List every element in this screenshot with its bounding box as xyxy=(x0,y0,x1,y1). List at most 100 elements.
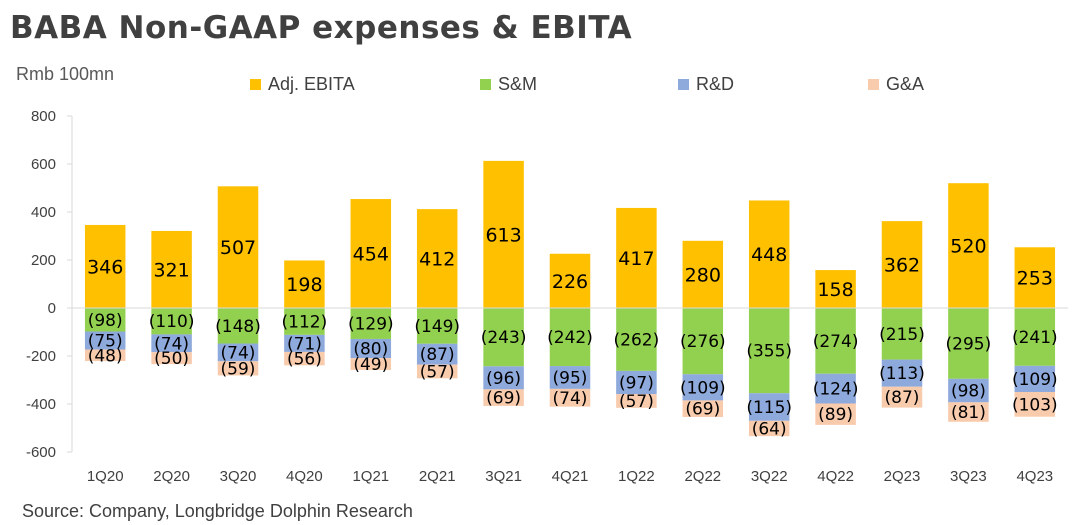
bar-ga-4Q20 xyxy=(284,351,325,366)
data-label-sm: (242) xyxy=(547,328,593,348)
bar-ga-3Q20 xyxy=(217,361,259,376)
bar-rd-1Q21 xyxy=(350,338,392,359)
data-label-sm: (274) xyxy=(813,332,859,352)
bar-rd-3Q22 xyxy=(748,393,790,421)
bar-ebita-3Q22 xyxy=(748,200,790,308)
bar-sm-3Q23 xyxy=(948,308,989,379)
y-tick-label: 400 xyxy=(31,204,56,221)
data-label-ebita: 253 xyxy=(1017,268,1053,290)
legend-swatch-sm xyxy=(480,79,491,90)
bar-sm-2Q21 xyxy=(416,308,458,344)
data-label-sm: (98) xyxy=(88,311,123,331)
legend-label-ga: G&A xyxy=(886,74,925,94)
bar-rd-3Q21 xyxy=(483,366,524,390)
bar-ga-2Q20 xyxy=(151,352,192,365)
bar-ebita-2Q22 xyxy=(682,240,724,308)
y-tick-label: 0 xyxy=(48,300,56,317)
x-tick-label: 1Q22 xyxy=(618,468,655,485)
data-label-ebita: 448 xyxy=(751,244,787,266)
bar-ga-1Q21 xyxy=(350,358,392,370)
bar-ebita-2Q20 xyxy=(151,230,192,308)
data-label-ebita: 198 xyxy=(286,274,322,296)
bar-rd-1Q22 xyxy=(616,370,657,395)
data-label-sm: (110) xyxy=(149,312,195,332)
data-label-ga: (74) xyxy=(553,389,588,409)
bar-rd-2Q21 xyxy=(416,343,458,365)
data-label-ga: (50) xyxy=(154,349,189,369)
bar-sm-1Q20 xyxy=(84,308,126,332)
data-label-ga: (103) xyxy=(1012,395,1058,415)
data-label-sm: (355) xyxy=(746,342,792,362)
data-label-rd: (98) xyxy=(951,382,986,402)
x-tick-label: 2Q23 xyxy=(884,468,921,485)
data-label-ebita: 362 xyxy=(884,255,920,277)
bar-rd-3Q23 xyxy=(948,378,989,403)
bar-rd-3Q20 xyxy=(217,343,259,362)
bar-ga-1Q20 xyxy=(84,349,126,362)
source-note: Source: Company, Longbridge Dolphin Rese… xyxy=(22,501,413,521)
bar-ga-4Q21 xyxy=(549,388,591,407)
bar-ga-1Q22 xyxy=(616,394,657,408)
legend-item-ebita: Adj. EBITA xyxy=(250,74,355,95)
bar-sm-2Q20 xyxy=(151,308,192,335)
bar-sm-2Q23 xyxy=(881,308,923,360)
bar-rd-2Q20 xyxy=(151,334,192,353)
data-label-ga: (56) xyxy=(287,350,322,370)
data-label-rd: (87) xyxy=(420,345,455,365)
x-tick-label: 2Q22 xyxy=(684,468,721,485)
bar-ebita-1Q21 xyxy=(350,199,392,308)
data-label-rd: (80) xyxy=(353,340,388,360)
data-label-ga: (57) xyxy=(619,392,654,412)
data-label-rd: (71) xyxy=(287,334,322,354)
bar-ga-2Q22 xyxy=(682,400,724,417)
bar-sm-4Q22 xyxy=(815,308,856,374)
data-label-ebita: 520 xyxy=(950,236,986,258)
y-tick-label: 600 xyxy=(31,156,56,173)
x-tick-label: 2Q20 xyxy=(153,468,190,485)
data-label-sm: (129) xyxy=(348,314,394,334)
bar-rd-4Q23 xyxy=(1014,365,1056,392)
data-label-rd: (97) xyxy=(619,374,654,394)
data-label-ga: (49) xyxy=(353,355,388,375)
data-label-ebita: 346 xyxy=(87,256,123,278)
bar-ebita-1Q22 xyxy=(616,207,657,308)
bar-sm-3Q22 xyxy=(748,308,790,394)
data-label-ga: (48) xyxy=(88,346,123,366)
x-tick-label: 1Q21 xyxy=(352,468,389,485)
data-label-ebita: 321 xyxy=(153,259,189,281)
y-tick-label: -400 xyxy=(26,396,56,413)
data-label-ebita: 507 xyxy=(220,237,256,259)
bar-ebita-4Q21 xyxy=(549,253,591,308)
data-label-ebita: 613 xyxy=(485,224,521,246)
x-tick-label: 1Q20 xyxy=(87,468,124,485)
data-label-ebita: 454 xyxy=(353,244,389,266)
data-label-sm: (276) xyxy=(680,332,726,352)
data-label-ga: (64) xyxy=(752,419,787,439)
data-label-sm: (149) xyxy=(414,317,460,337)
legend-label-rd: R&D xyxy=(696,74,735,94)
data-label-ebita: 226 xyxy=(552,271,588,293)
bar-ga-2Q21 xyxy=(416,364,458,379)
data-label-rd: (124) xyxy=(813,380,859,400)
legend-swatch-rd xyxy=(678,79,689,90)
chart-title: BABA Non-GAAP expenses & EBITA xyxy=(10,10,633,46)
unit-label: Rmb 100mn xyxy=(16,64,115,84)
x-tick-label: 3Q21 xyxy=(485,468,522,485)
bar-rd-2Q22 xyxy=(682,374,724,401)
data-label-ga: (69) xyxy=(685,400,720,420)
bar-ebita-4Q20 xyxy=(284,260,325,308)
bar-rd-4Q22 xyxy=(815,373,856,404)
data-label-ebita: 280 xyxy=(685,264,721,286)
data-label-rd: (109) xyxy=(1012,370,1058,390)
bar-sm-3Q20 xyxy=(217,308,259,344)
data-label-rd: (109) xyxy=(680,378,726,398)
y-tick-label: 800 xyxy=(31,108,56,125)
data-label-rd: (74) xyxy=(221,343,256,363)
bar-ga-4Q23 xyxy=(1014,392,1056,417)
legend-swatch-ga xyxy=(868,79,879,90)
bar-rd-2Q23 xyxy=(881,359,923,387)
data-label-rd: (113) xyxy=(879,364,925,384)
data-label-ga: (89) xyxy=(818,405,853,425)
bar-rd-4Q20 xyxy=(284,334,325,352)
data-label-sm: (243) xyxy=(481,328,527,348)
